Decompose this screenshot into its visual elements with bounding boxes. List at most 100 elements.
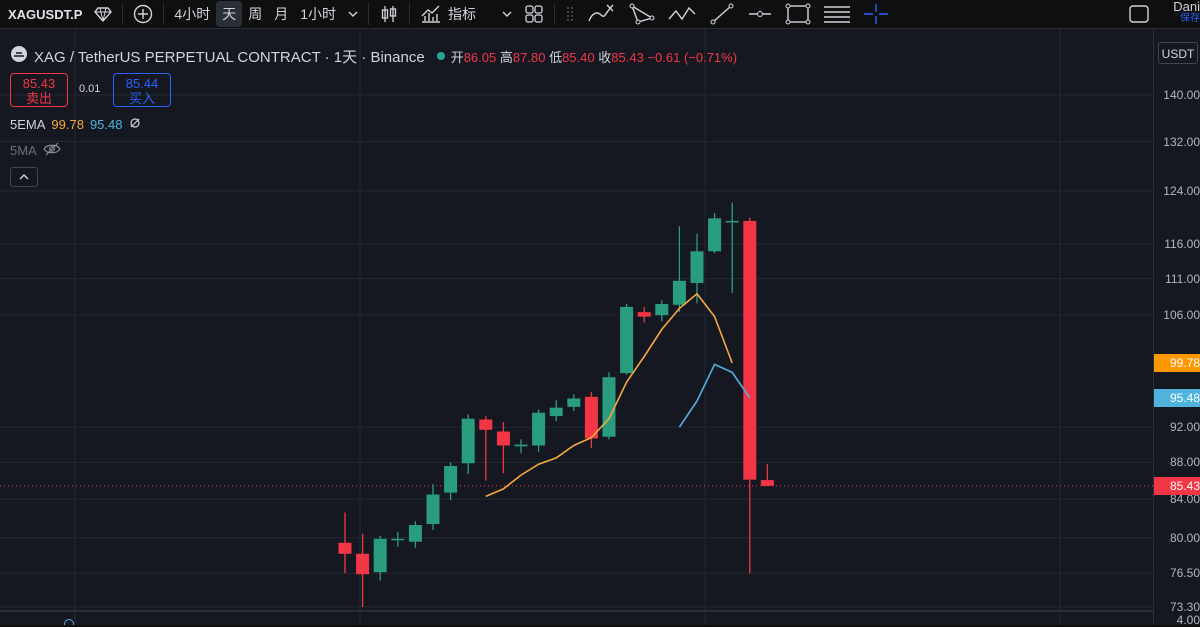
price-tick: 116.00 bbox=[1164, 236, 1200, 251]
symbol-title: XAG / TetherUS PERPETUAL CONTRACT · 1天 ·… bbox=[34, 48, 425, 66]
lower-pane-dot-icon bbox=[64, 619, 74, 625]
fib-icon[interactable] bbox=[817, 1, 857, 27]
price-label: 95.48 bbox=[1154, 388, 1200, 407]
chart-pane[interactable]: XAG / TetherUS PERPETUAL CONTRACT · 1天 ·… bbox=[0, 29, 1153, 625]
symbol-search-button[interactable]: XAGUSDT.P bbox=[8, 6, 83, 22]
candle-body bbox=[408, 525, 422, 542]
chevron-down-icon[interactable] bbox=[496, 1, 518, 27]
candle-body bbox=[391, 538, 405, 541]
candles-icon[interactable] bbox=[373, 1, 405, 27]
candle-body bbox=[602, 377, 616, 437]
trendline-icon[interactable] bbox=[703, 1, 741, 27]
user-name: Dani bbox=[1173, 0, 1200, 14]
open-label: 开 bbox=[450, 49, 464, 65]
currency-selector[interactable]: USDT bbox=[1158, 42, 1198, 64]
layout-icon[interactable] bbox=[518, 1, 550, 27]
price-tick: 76.50 bbox=[1169, 566, 1200, 581]
ma-name: 5MA bbox=[10, 143, 37, 158]
low-value: 85.40 bbox=[562, 49, 595, 65]
ohlc-values: 开86.05 高87.80 低85.40 收85.43 −0.61 (−0.71… bbox=[451, 47, 737, 66]
indicators-button[interactable]: 指标 bbox=[414, 1, 482, 27]
price-tick: 80.00 bbox=[1169, 530, 1200, 545]
candle-body bbox=[567, 398, 581, 407]
candle-body bbox=[690, 251, 704, 283]
price-tick: 111.00 bbox=[1165, 271, 1200, 286]
spread-value: 0.01 bbox=[79, 83, 101, 95]
price-label: 85.43 bbox=[1154, 476, 1200, 495]
add-icon[interactable] bbox=[127, 1, 159, 27]
ema-name: 5EMA bbox=[10, 117, 46, 132]
ma-indicator-legend[interactable]: 5MA bbox=[10, 142, 61, 159]
candle-body bbox=[672, 280, 686, 305]
diamond-icon[interactable] bbox=[88, 1, 118, 27]
candle-body bbox=[584, 396, 598, 439]
chevron-up-icon bbox=[19, 168, 29, 186]
user-menu[interactable]: Dani 保存 bbox=[1173, 0, 1200, 25]
price-tick: 132.00 bbox=[1163, 134, 1200, 149]
top-toolbar: XAGUSDT.P 4小时 天 周 月 1小时 指标 bbox=[0, 0, 1200, 29]
crosshair-icon[interactable] bbox=[857, 1, 895, 27]
candle-body bbox=[514, 444, 528, 447]
price-tick: 140.00 bbox=[1163, 88, 1200, 102]
timeframe-1d[interactable]: 天 bbox=[216, 1, 243, 27]
interval-dropdown[interactable]: 1小时 bbox=[294, 1, 364, 27]
indicators-icon bbox=[420, 4, 442, 24]
ema-line-1 bbox=[485, 292, 733, 498]
collapse-legend-button[interactable] bbox=[10, 167, 38, 187]
high-label: 高 bbox=[499, 49, 513, 65]
polyline-icon[interactable] bbox=[661, 1, 703, 27]
triangle-icon[interactable] bbox=[623, 1, 661, 27]
candle-body bbox=[444, 465, 458, 493]
save-status[interactable]: 保存 bbox=[1180, 13, 1200, 24]
eye-hidden-icon[interactable] bbox=[43, 142, 61, 159]
candle-body bbox=[479, 419, 493, 430]
candle-body bbox=[356, 553, 370, 575]
price-scale[interactable]: USDT 140.00 132.00 124.00 116.00 111.00 106.0… bbox=[1153, 29, 1200, 627]
toolbar-divider bbox=[554, 3, 555, 25]
open-value: 86.05 bbox=[463, 49, 497, 65]
price-chart[interactable] bbox=[0, 29, 1153, 625]
toolbar-divider bbox=[368, 3, 369, 25]
timeframe-1m[interactable]: 月 bbox=[274, 6, 289, 22]
price-tick: 92.00 bbox=[1169, 420, 1200, 435]
indicators-label: 指标 bbox=[448, 6, 476, 22]
market-status-dot bbox=[436, 52, 445, 60]
timeframe-1w[interactable]: 周 bbox=[248, 6, 263, 22]
maximize-icon[interactable] bbox=[1122, 1, 1156, 27]
price-tick: 106.00 bbox=[1163, 308, 1200, 323]
price-tick: 88.00 bbox=[1169, 455, 1200, 470]
candle-body bbox=[496, 431, 510, 446]
buy-price: 85.44 bbox=[125, 76, 159, 91]
ema-indicator-legend[interactable]: 5EMA 99.78 95.48 bbox=[10, 117, 141, 132]
toolbar-divider bbox=[163, 3, 165, 25]
close-value: 85.43 bbox=[611, 49, 644, 65]
hline-icon[interactable] bbox=[741, 1, 779, 27]
interval-label: 1小时 bbox=[300, 6, 336, 22]
timeframe-4h[interactable]: 4小时 bbox=[174, 6, 211, 22]
candle-body bbox=[637, 312, 651, 317]
toolbar-divider bbox=[122, 3, 124, 25]
na-symbol-icon bbox=[129, 117, 141, 132]
sell-label: 卖出 bbox=[25, 91, 52, 106]
candle-body bbox=[620, 306, 634, 374]
brush-icon[interactable] bbox=[581, 1, 623, 27]
lower-pane-legend bbox=[12, 613, 92, 625]
ema-line-2 bbox=[678, 363, 751, 428]
chevron-down-icon bbox=[348, 10, 358, 18]
candle-body bbox=[725, 220, 739, 223]
candle-body bbox=[338, 542, 352, 554]
high-value: 87.80 bbox=[512, 49, 546, 65]
low-label: 低 bbox=[549, 49, 563, 65]
rectangle-icon[interactable] bbox=[779, 1, 817, 27]
buy-button[interactable]: 85.44 买入 bbox=[113, 73, 171, 107]
sell-button[interactable]: 85.43 卖出 bbox=[10, 73, 68, 107]
price-label: 99.78 bbox=[1154, 353, 1200, 372]
lower-pane-value: 4.00 bbox=[1176, 613, 1200, 627]
price-tick: 73.30 bbox=[1169, 600, 1200, 614]
ema-value-2: 95.48 bbox=[89, 117, 123, 132]
close-label: 收 bbox=[598, 49, 612, 65]
candle-body bbox=[760, 480, 774, 486]
change-value: −0.61 (−0.71%) bbox=[647, 49, 738, 65]
grip-icon[interactable] bbox=[559, 1, 581, 27]
candle-body bbox=[426, 494, 440, 525]
